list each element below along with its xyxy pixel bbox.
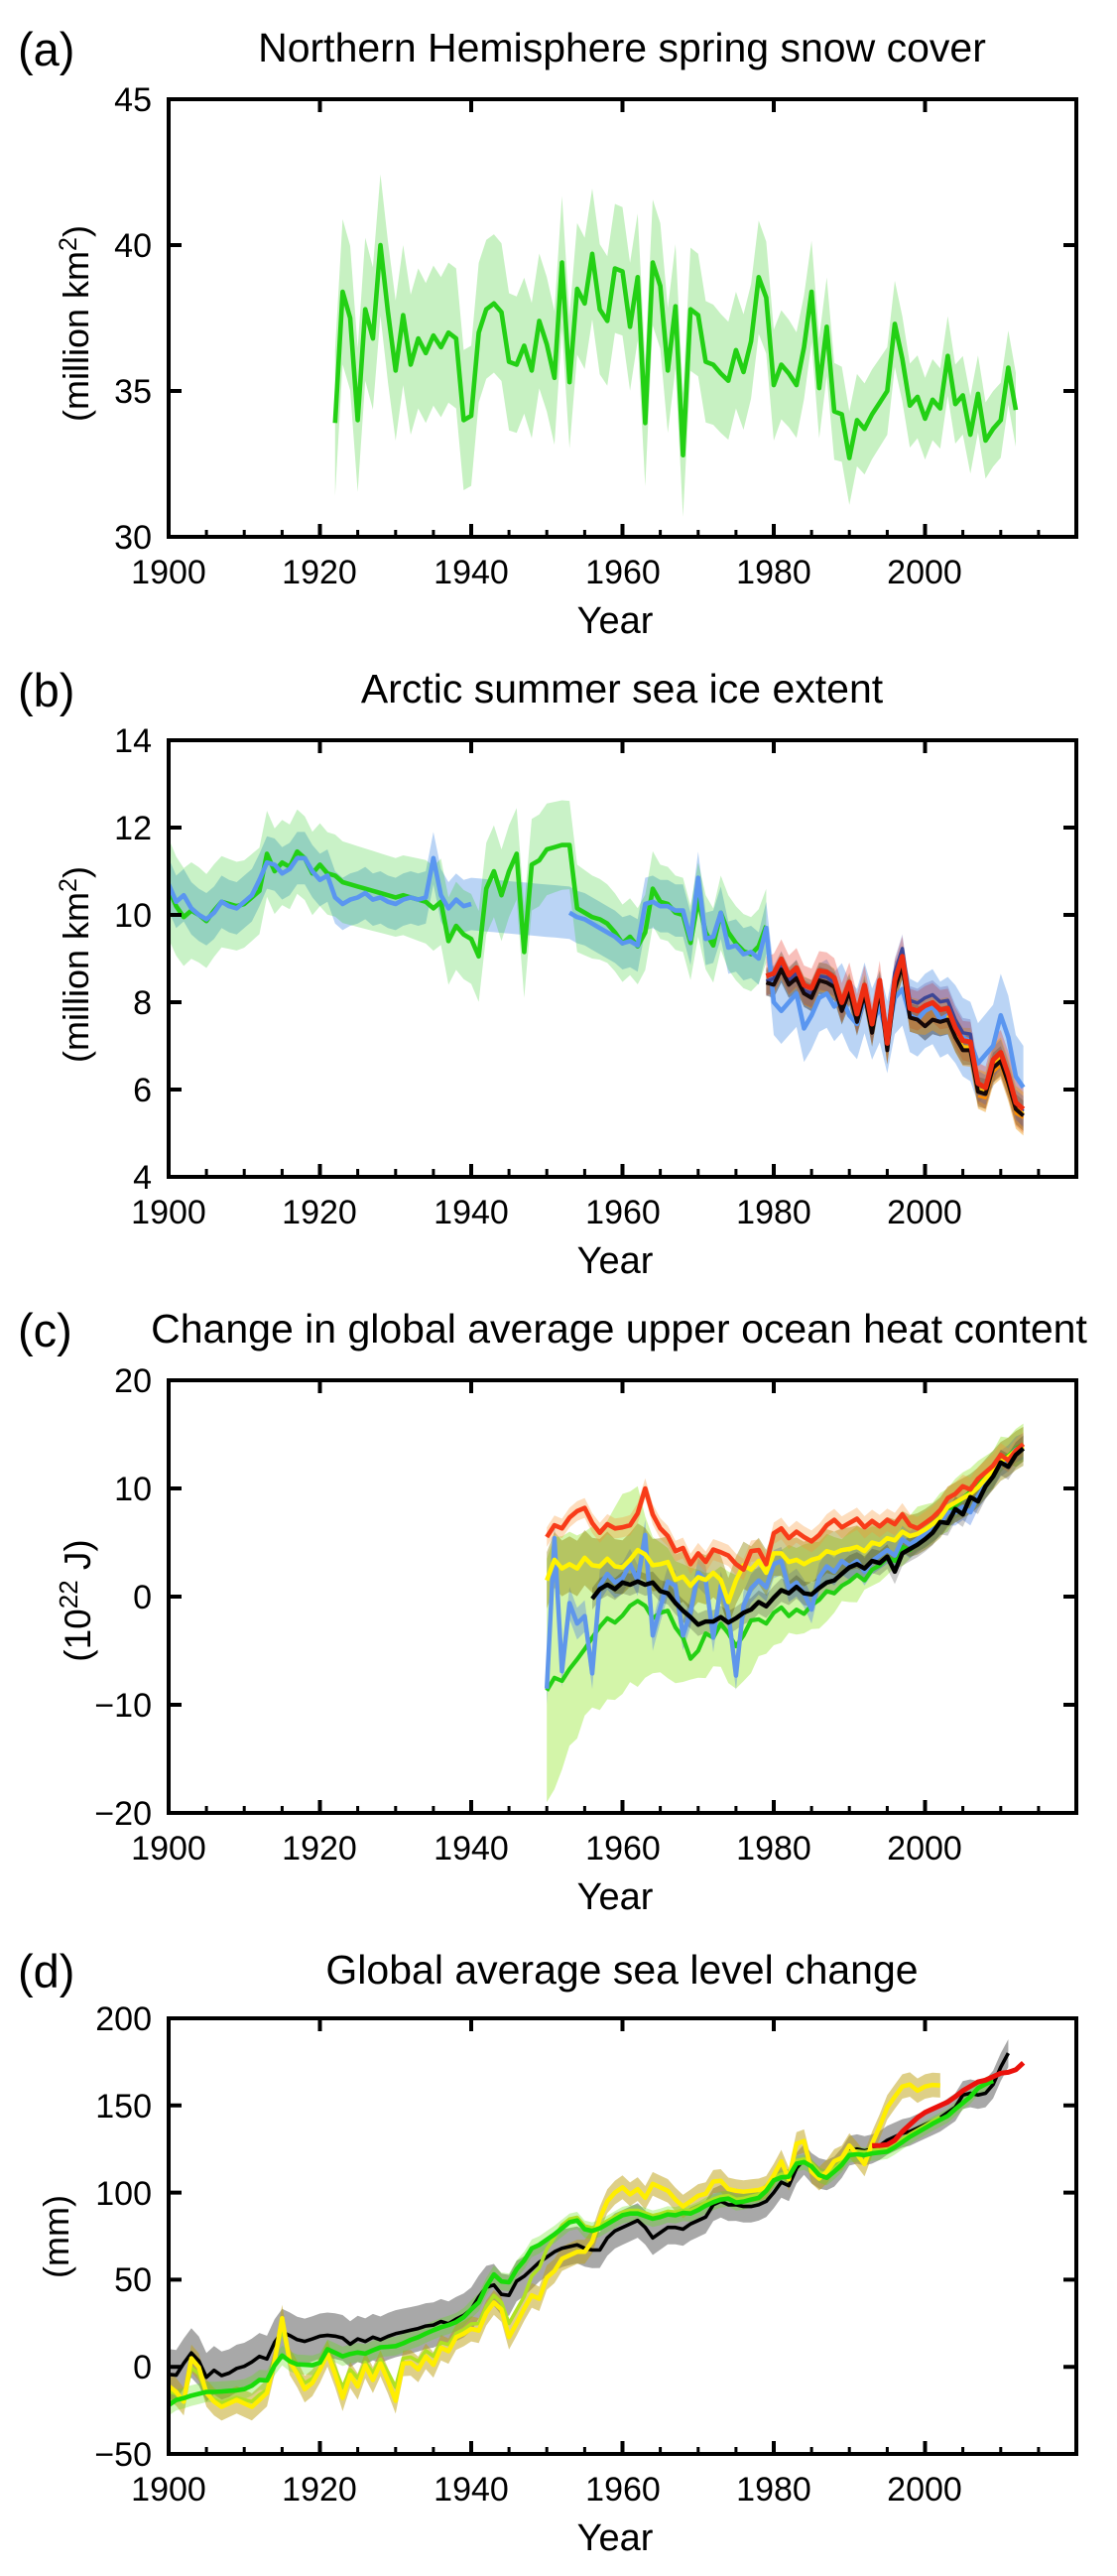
svg-text:1940: 1940	[434, 1830, 509, 1868]
svg-text:Northern Hemisphere spring sno: Northern Hemisphere spring snow cover	[258, 25, 986, 70]
svg-text:1980: 1980	[736, 1194, 811, 1231]
svg-text:8: 8	[133, 984, 152, 1022]
svg-text:4: 4	[133, 1159, 152, 1197]
svg-text:1940: 1940	[434, 1194, 509, 1231]
svg-text:1980: 1980	[736, 2471, 811, 2509]
svg-text:1960: 1960	[585, 1830, 661, 1868]
svg-text:35: 35	[114, 373, 152, 411]
svg-text:−10: −10	[94, 1687, 152, 1725]
svg-text:(million km2): (million km2)	[55, 866, 96, 1063]
svg-text:2000: 2000	[887, 554, 962, 591]
svg-text:1960: 1960	[585, 1194, 661, 1231]
svg-text:−20: −20	[94, 1795, 152, 1833]
svg-text:10: 10	[114, 897, 152, 935]
svg-text:(a): (a)	[18, 23, 74, 75]
svg-text:(c): (c)	[18, 1304, 72, 1356]
svg-text:1920: 1920	[282, 1194, 357, 1231]
svg-text:20: 20	[114, 1362, 152, 1400]
svg-text:1900: 1900	[131, 1830, 206, 1868]
svg-text:150: 150	[95, 2088, 152, 2125]
svg-text:10: 10	[114, 1471, 152, 1508]
svg-text:1920: 1920	[282, 1830, 357, 1868]
svg-text:1900: 1900	[131, 2471, 206, 2509]
svg-text:14: 14	[114, 722, 152, 760]
svg-text:1960: 1960	[585, 2471, 661, 2509]
svg-text:1900: 1900	[131, 554, 206, 591]
svg-text:1980: 1980	[736, 1830, 811, 1868]
svg-text:30: 30	[114, 519, 152, 557]
svg-text:1920: 1920	[282, 554, 357, 591]
svg-text:200: 200	[95, 2000, 152, 2038]
svg-text:Year: Year	[577, 1876, 654, 1918]
svg-text:6: 6	[133, 1072, 152, 1109]
svg-text:Year: Year	[577, 1240, 654, 1282]
svg-text:0: 0	[133, 2349, 152, 2386]
svg-text:100: 100	[95, 2175, 152, 2213]
svg-text:1960: 1960	[585, 554, 661, 591]
svg-text:(b): (b)	[18, 664, 74, 716]
svg-text:(d): (d)	[18, 1945, 74, 1997]
svg-text:1920: 1920	[282, 2471, 357, 2509]
svg-text:Global average sea level chang: Global average sea level change	[325, 1947, 918, 1993]
svg-text:−50: −50	[94, 2436, 152, 2474]
svg-text:Year: Year	[577, 2517, 654, 2559]
svg-text:1940: 1940	[434, 554, 509, 591]
svg-text:(mm): (mm)	[36, 2195, 76, 2278]
svg-text:1940: 1940	[434, 2471, 509, 2509]
svg-text:12: 12	[114, 810, 152, 847]
svg-text:1900: 1900	[131, 1194, 206, 1231]
svg-text:0: 0	[133, 1579, 152, 1616]
svg-text:Change in global average upper: Change in global average upper ocean hea…	[151, 1306, 1087, 1352]
svg-text:1980: 1980	[736, 554, 811, 591]
svg-text:Arctic summer sea ice extent: Arctic summer sea ice extent	[361, 666, 884, 711]
svg-text:2000: 2000	[887, 2471, 962, 2509]
svg-text:40: 40	[114, 227, 152, 265]
svg-text:50: 50	[114, 2261, 152, 2299]
svg-text:(million km2): (million km2)	[55, 225, 96, 422]
svg-text:2000: 2000	[887, 1194, 962, 1231]
svg-text:Year: Year	[577, 600, 654, 642]
svg-text:2000: 2000	[887, 1830, 962, 1868]
svg-text:45: 45	[114, 81, 152, 119]
